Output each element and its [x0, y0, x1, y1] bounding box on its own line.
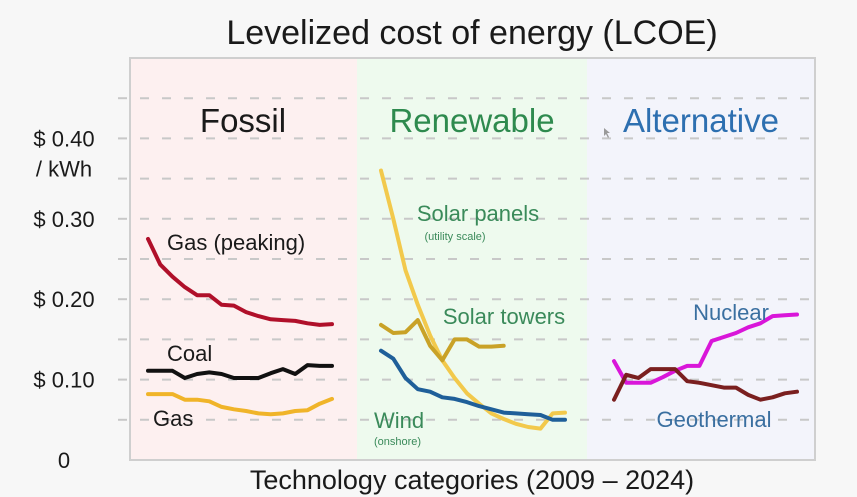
- series-line-gas-peaking: [146, 236, 334, 327]
- plot-frame: [129, 57, 816, 461]
- series-line-wind: [379, 348, 567, 422]
- y-tick-label: $ 0.20: [33, 287, 94, 312]
- mouse-cursor-icon: [604, 128, 610, 138]
- category-title-alternative: Alternative: [623, 102, 779, 139]
- series-line-solar-towers: [379, 318, 506, 363]
- series-sublabel: (onshore): [374, 436, 421, 448]
- category-title-fossil: Fossil: [200, 102, 286, 139]
- series-label: Geothermal: [657, 407, 772, 432]
- series-label: Wind: [374, 408, 424, 433]
- series-label: Solar panels: [417, 201, 539, 226]
- x-axis-label: Technology categories (2009 – 2024): [250, 465, 694, 495]
- series-label: Gas (peaking): [167, 230, 305, 255]
- series-line-gas: [146, 392, 334, 417]
- y-unit-label: / kWh: [36, 156, 92, 181]
- y-tick-label: 0: [58, 448, 70, 473]
- series-label: Coal: [167, 341, 212, 366]
- series-line-geothermal: [612, 367, 799, 402]
- series-label: Gas: [153, 406, 193, 431]
- series-sublabel: (utility scale): [424, 231, 485, 243]
- y-tick-label: $ 0.30: [33, 207, 94, 232]
- y-tick-label: $ 0.10: [33, 368, 94, 393]
- series-label: Solar towers: [443, 304, 565, 329]
- series-line-nuclear: [612, 312, 799, 385]
- series-line-coal: [146, 363, 334, 380]
- series-line-solar-panels: [379, 168, 567, 431]
- series-label: Nuclear: [693, 300, 769, 325]
- y-tick-label: $ 0.40: [33, 126, 94, 151]
- chart-title: Levelized cost of energy (LCOE): [226, 14, 717, 52]
- category-title-renewable: Renewable: [389, 102, 554, 139]
